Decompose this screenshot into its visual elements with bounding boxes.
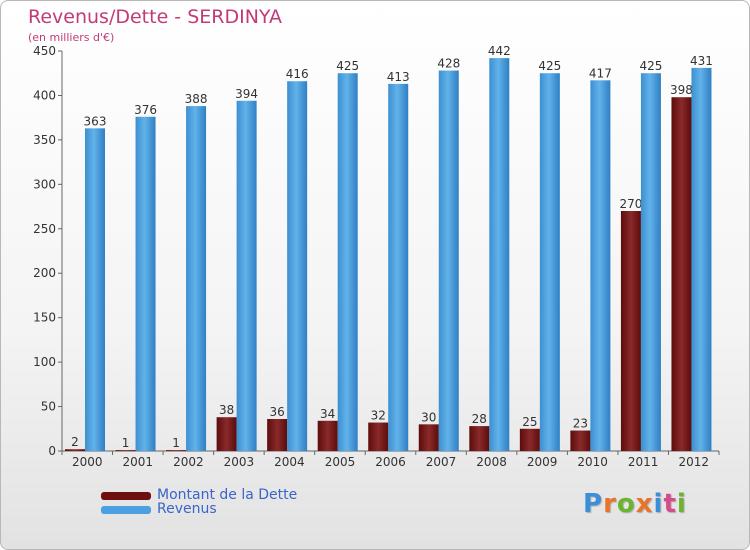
x-tick-label: 2007 (426, 455, 457, 469)
data-label-revenus: 388 (185, 92, 208, 106)
logo-letter: o (616, 489, 636, 519)
y-tick-label: 300 (33, 177, 56, 191)
data-label-debt: 32 (371, 409, 386, 423)
bar-debt (166, 450, 187, 452)
bar-revenus (337, 73, 358, 451)
x-tick-label: 2009 (527, 455, 558, 469)
data-label-debt: 34 (320, 407, 335, 421)
bar-debt (620, 211, 641, 451)
data-label-revenus: 442 (488, 44, 511, 58)
bar-debt (368, 422, 389, 451)
legend-label-debt: Montant de la Dette (157, 487, 298, 503)
legend-swatch-debt (101, 492, 151, 500)
y-tick-label: 450 (33, 44, 56, 58)
x-tick-label: 2006 (375, 455, 406, 469)
x-tick-label: 2003 (224, 455, 255, 469)
x-tick-label: 2008 (476, 455, 507, 469)
bar-revenus (539, 73, 560, 451)
data-label-revenus: 428 (437, 57, 460, 71)
y-tick-label: 150 (33, 311, 56, 325)
bar-revenus (590, 80, 611, 451)
x-tick-label: 2005 (325, 455, 356, 469)
bar-debt (418, 424, 439, 451)
bar-debt (469, 426, 490, 451)
bar-debt (115, 450, 136, 452)
x-tick-label: 2011 (628, 455, 659, 469)
logo-letter: r (603, 489, 617, 519)
data-label-revenus: 394 (235, 87, 258, 101)
data-label-debt: 2 (71, 435, 79, 449)
data-label-debt: 28 (472, 412, 487, 426)
y-tick-label: 50 (41, 400, 56, 414)
bar-revenus (640, 73, 661, 451)
y-tick-label: 100 (33, 355, 56, 369)
bar-revenus (135, 116, 156, 452)
x-tick-label: 2002 (173, 455, 204, 469)
data-label-revenus: 376 (134, 103, 157, 117)
bar-revenus (691, 67, 712, 451)
data-label-revenus: 363 (84, 114, 107, 128)
data-label-debt: 36 (270, 405, 285, 419)
logo-letter: t (663, 489, 677, 519)
logo-letter: i (653, 489, 664, 519)
chart-title: Revenus/Dette - SERDINYA (28, 6, 283, 28)
bar-revenus (85, 128, 105, 451)
legend-swatch-revenus (101, 506, 151, 514)
bar-debt (65, 449, 85, 451)
data-label-revenus: 416 (286, 67, 309, 81)
data-label-debt: 270 (619, 197, 642, 211)
data-label-revenus: 425 (336, 59, 359, 73)
bar-debt (216, 417, 237, 451)
y-tick-label: 400 (33, 88, 56, 102)
data-label-debt: 1 (122, 436, 130, 450)
data-label-debt: 1 (172, 436, 180, 450)
chart-subtitle: (en milliers d'€) (28, 31, 115, 44)
bar-revenus (489, 58, 510, 451)
data-label-revenus: 417 (589, 66, 612, 80)
data-label-revenus: 431 (690, 54, 713, 68)
x-tick-label: 2010 (577, 455, 608, 469)
y-tick-label: 250 (33, 222, 56, 236)
data-label-revenus: 425 (639, 59, 662, 73)
bar-debt (671, 97, 692, 451)
logo-letter: i (676, 489, 687, 519)
data-label-debt: 38 (219, 403, 234, 417)
x-tick-label: 2001 (123, 455, 154, 469)
bar-debt (317, 420, 338, 451)
proxiti-logo: Proxiti (583, 489, 687, 519)
y-tick-label: 200 (33, 266, 56, 280)
x-tick-label: 2004 (274, 455, 305, 469)
bar-revenus (438, 70, 459, 452)
y-tick-label: 0 (48, 444, 56, 458)
data-label-debt: 23 (573, 417, 588, 431)
logo-letter: P (583, 489, 604, 519)
data-label-debt: 398 (670, 83, 693, 97)
data-label-revenus: 413 (387, 70, 410, 84)
data-label-debt: 25 (522, 415, 537, 429)
bar-revenus (236, 100, 257, 452)
legend-label-revenus: Revenus (157, 501, 217, 517)
bar-revenus (186, 106, 207, 451)
bar-debt (570, 430, 591, 451)
data-label-revenus: 425 (538, 59, 561, 73)
bar-revenus (287, 81, 308, 451)
data-label-debt: 30 (421, 410, 436, 424)
y-tick-label: 350 (33, 133, 56, 147)
bar-debt (519, 428, 540, 451)
x-tick-label: 2000 (72, 455, 103, 469)
bar-revenus (388, 83, 409, 451)
logo-letter: x (635, 489, 654, 519)
x-tick-label: 2012 (678, 455, 709, 469)
bar-debt (267, 419, 288, 451)
